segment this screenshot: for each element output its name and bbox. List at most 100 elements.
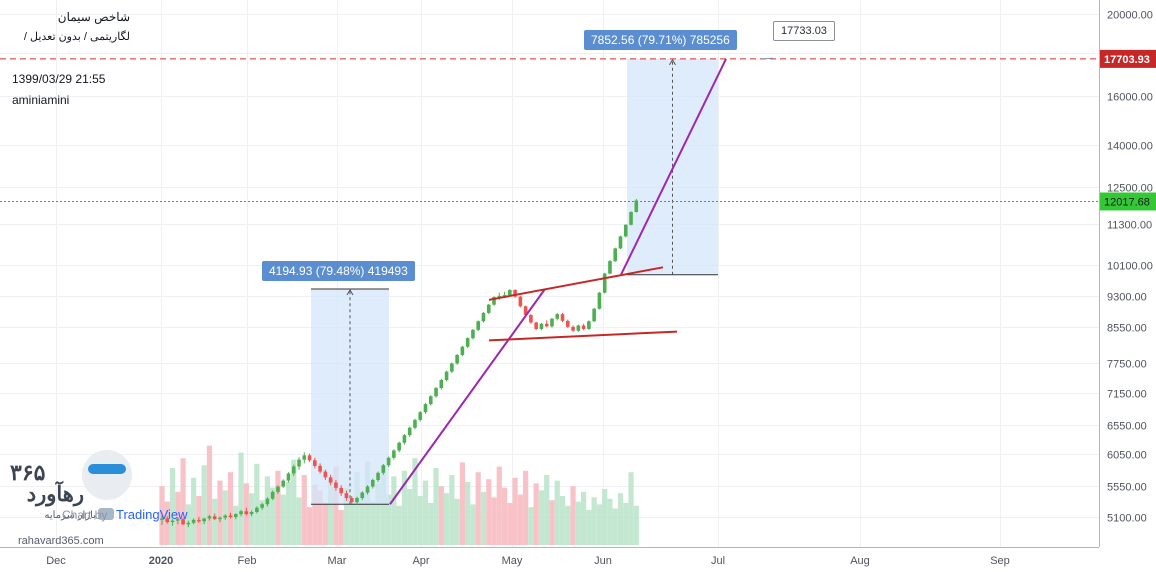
x-tick-label: Mar xyxy=(328,555,347,567)
candle-body xyxy=(592,308,596,322)
candle-body xyxy=(623,224,628,237)
channel-lower-line xyxy=(488,330,678,342)
candle-body xyxy=(608,261,612,274)
measure-box-1 xyxy=(311,288,389,505)
y-tick-label: 7750.00 xyxy=(1107,359,1147,371)
candle-body xyxy=(555,314,560,319)
x-tick-label: Apr xyxy=(412,555,429,567)
candle-body xyxy=(439,379,444,389)
volume-bar xyxy=(280,494,286,545)
volume-bar xyxy=(544,475,550,545)
volume-bar xyxy=(296,497,302,545)
candle-body xyxy=(502,295,507,297)
brand-digits: ۳۶۵ xyxy=(10,460,46,485)
volume-bar xyxy=(227,472,234,545)
candle-body xyxy=(202,518,206,522)
candle-body xyxy=(460,346,465,355)
brand-name: رهآورد xyxy=(26,483,84,506)
drawing-lines[interactable] xyxy=(389,57,774,505)
volume-bar xyxy=(559,496,566,545)
volume-bar xyxy=(248,493,255,545)
candle-body xyxy=(492,297,496,305)
candle-body xyxy=(313,460,317,466)
candle-body xyxy=(518,296,523,307)
candle-body xyxy=(360,492,365,499)
volume-bar xyxy=(623,503,629,545)
volume-bar xyxy=(428,503,434,545)
candle-body xyxy=(291,466,296,474)
candle-body xyxy=(281,480,286,487)
volume-bar xyxy=(238,452,244,545)
volume-bar xyxy=(349,498,355,545)
y-tick-label: 16000.00 xyxy=(1107,92,1153,104)
candle-body xyxy=(407,427,412,436)
price-axis-panel xyxy=(1099,0,1156,572)
volume-bar xyxy=(507,503,513,545)
candlesticks[interactable] xyxy=(160,198,639,528)
x-tick-label: Aug xyxy=(850,555,870,567)
volume-bar xyxy=(443,493,450,545)
measure-tools[interactable] xyxy=(311,58,718,505)
volume-bar xyxy=(617,493,624,545)
candle-body xyxy=(471,329,475,339)
symbol-title: شاخص سیمان xyxy=(57,10,130,24)
candle-body xyxy=(455,354,459,364)
candle-body xyxy=(371,479,375,487)
x-tick-label: 2020 xyxy=(149,555,173,567)
measure-label-1[interactable]: 4194.93 (79.48%) 419493 xyxy=(262,261,415,281)
volume-bar xyxy=(454,498,460,545)
candle-body xyxy=(418,412,423,420)
volume-bar xyxy=(338,510,344,545)
volume-bar xyxy=(391,476,397,545)
volume-bar xyxy=(317,490,323,545)
candle-body xyxy=(186,522,191,525)
volume-bar xyxy=(375,483,381,545)
candle-body xyxy=(339,487,343,494)
brand-emblem-icon xyxy=(82,450,132,500)
chart-by-text: Chart by xyxy=(62,508,108,522)
candle-body xyxy=(476,321,480,330)
volume-bar xyxy=(291,459,297,545)
resistance-price-badge xyxy=(1100,49,1156,68)
candle-body xyxy=(381,465,386,473)
volume-bar xyxy=(575,501,581,545)
candle-body xyxy=(223,515,228,518)
volume-bar xyxy=(343,487,350,545)
volume-bar xyxy=(459,462,465,545)
candle-body xyxy=(323,471,328,478)
candle-body xyxy=(497,295,502,298)
brand-sub: بازار سرمایه xyxy=(44,510,97,521)
y-tick-label: 5550.00 xyxy=(1107,482,1147,494)
time-axis[interactable]: Dec 2020 Feb Mar Apr May Jun Jul Aug Sep xyxy=(0,547,1099,568)
channel-upper-line xyxy=(488,266,664,301)
grid-lines xyxy=(0,0,1099,547)
volume-bar xyxy=(169,468,176,545)
volume-bar xyxy=(312,484,318,545)
volume-bar xyxy=(301,475,307,545)
candle-body xyxy=(513,289,517,297)
volume-bar xyxy=(633,505,639,545)
volume-bar xyxy=(602,489,608,545)
candle-body xyxy=(197,519,201,522)
target-callout[interactable]: 17733.03 xyxy=(773,21,835,41)
candle-body xyxy=(444,371,449,380)
y-tick-label: 5100.00 xyxy=(1107,513,1147,525)
volume-bar xyxy=(554,480,560,545)
y-tick-label: 10100.00 xyxy=(1107,261,1153,273)
candle-body xyxy=(465,338,470,347)
volume-bar xyxy=(201,465,207,545)
volume-bar xyxy=(285,482,292,545)
candle-body xyxy=(523,306,528,315)
volume-bar xyxy=(328,479,334,545)
trendline-1 xyxy=(389,288,546,505)
candle-body xyxy=(328,477,333,483)
price-axis[interactable]: 20000.0018000.0016000.0014000.0012500.00… xyxy=(1099,0,1156,572)
candle-body xyxy=(233,514,238,517)
author-name: aminiamini xyxy=(12,93,70,107)
candle-body xyxy=(244,511,249,515)
volume-bar xyxy=(322,503,328,545)
candle-body xyxy=(587,321,591,329)
measure-label-2[interactable]: 7852.56 (79.71%) 785256 xyxy=(584,30,737,50)
